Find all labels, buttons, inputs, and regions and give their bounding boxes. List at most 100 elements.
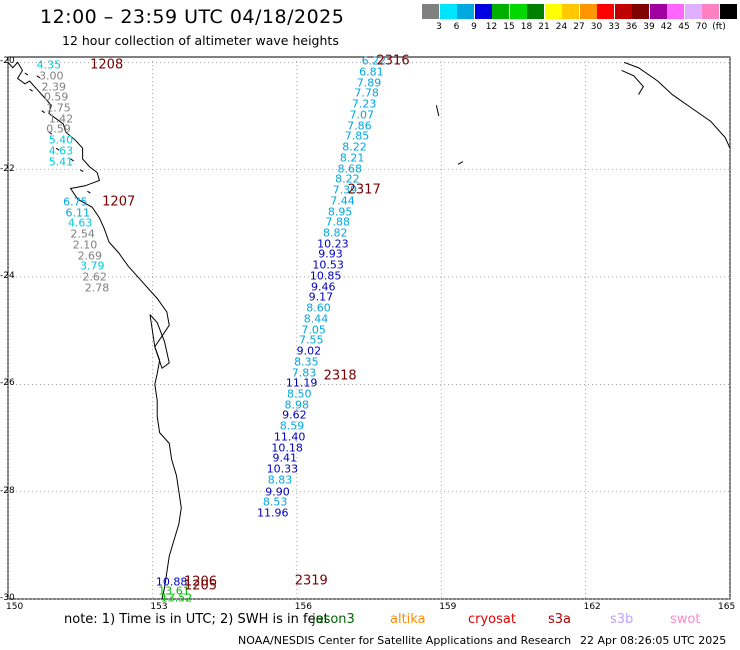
reef-fragment <box>457 161 464 165</box>
swh-value-label: 1.75 <box>46 101 71 115</box>
colorbar-swatch <box>579 4 597 19</box>
footer-credit: NOAA/NESDIS Center for Satellite Applica… <box>238 634 572 647</box>
colorbar-swatch <box>597 4 614 19</box>
colorbar-label: 12 <box>485 22 498 32</box>
fraser-island-outline <box>149 314 170 370</box>
lat-tick-label: -22 <box>0 163 15 174</box>
swh-value-label: 9.46 <box>311 280 336 294</box>
swh-value-label: 10.23 <box>317 237 349 251</box>
swh-value-label: 7.39 <box>332 183 358 197</box>
colorbar-label: 70 <box>695 22 708 32</box>
pass-time-label: 1205 <box>183 578 218 594</box>
swh-value-label: 2.69 <box>77 249 103 263</box>
colorbar-swatch <box>702 4 719 19</box>
lat-tick-label: -26 <box>0 378 15 389</box>
colorbar-label: 18 <box>520 22 533 32</box>
swh-value-label: 3.00 <box>39 69 64 83</box>
swh-value-label: 5.41 <box>48 155 74 169</box>
reef-fragment <box>55 147 60 151</box>
map-title: 12:00 – 23:59 UTC 04/18/2025 <box>40 6 345 28</box>
swh-value-label: 9.62 <box>282 408 307 422</box>
pass-time-label: 2317 <box>347 182 381 198</box>
colorbar-label: 39 <box>643 22 655 32</box>
colorbar-swatch <box>684 4 702 19</box>
swh-value-label: 2.39 <box>41 80 66 93</box>
swh-value-label: 13.61 <box>158 584 190 598</box>
lat-tick-label: -28 <box>0 485 15 496</box>
satellite-legend-altika: altika <box>390 612 426 627</box>
new-caledonia-coastline <box>623 61 731 149</box>
swh-value-label: 8.83 <box>267 473 293 487</box>
swh-value-label: 8.98 <box>284 398 310 412</box>
colorbar-label: 33 <box>608 22 620 32</box>
swh-value-label: 7.23 <box>351 97 377 111</box>
swh-value-label: 4.63 <box>67 216 93 230</box>
swh-value-label: 7.78 <box>354 86 379 100</box>
colorbar-label: 9 <box>471 22 477 32</box>
colorbar-label: 27 <box>573 22 585 32</box>
swh-value-label: 6.75 <box>63 195 88 209</box>
swh-value-label: 7.55 <box>298 333 324 347</box>
swh-value-label: 10.53 <box>312 258 344 272</box>
colorbar-swatch <box>439 4 457 19</box>
lat-tick-label: -20 <box>0 56 15 67</box>
swh-value-label: 4.35 <box>36 58 62 72</box>
swh-value-label: 9.41 <box>272 451 298 465</box>
swh-value-label: 7.85 <box>344 129 370 143</box>
reef-fragment <box>36 75 41 79</box>
lon-tick-label: 156 <box>294 602 312 612</box>
satellite-legend-swot: swot <box>670 612 701 627</box>
swh-value-label: 8.68 <box>337 162 362 176</box>
australia-coastline <box>7 61 182 600</box>
colorbar-swatch <box>562 4 579 19</box>
reef-fragment <box>41 110 45 114</box>
swh-value-label: 8.44 <box>303 312 329 326</box>
swh-value-label: 11.96 <box>256 506 289 520</box>
swh-value-label: 8.50 <box>286 387 312 401</box>
satellite-legend-s3b: s3b <box>610 612 634 627</box>
colorbar-label: 42 <box>660 22 673 32</box>
colorbar-swatch <box>422 4 439 19</box>
lon-tick-label: 150 <box>6 602 24 612</box>
colorbar-swatch <box>509 4 527 19</box>
colorbar-swatch <box>527 4 544 19</box>
swh-value-label: 9.93 <box>318 247 343 261</box>
satellite-legend-jason3: jason3 <box>312 612 355 627</box>
new-caledonia-islet <box>621 69 644 95</box>
colorbar-label: 15 <box>503 22 515 32</box>
colorbar-label: 45 <box>678 22 690 32</box>
swh-value-label: 7.44 <box>330 194 355 208</box>
satellite-legend-s3a: s3a <box>548 612 572 627</box>
satellite-legend-cryosat: cryosat <box>468 612 516 627</box>
reef-fragment <box>435 105 440 117</box>
swh-value-label: 11.19 <box>285 376 318 390</box>
swh-value-label: 6.11 <box>65 206 91 220</box>
lon-tick-label: 153 <box>150 602 168 612</box>
colorbar-label: 6 <box>453 22 460 32</box>
swh-value-label: 0.59 <box>43 90 69 104</box>
swh-value-label: 9.17 <box>308 290 334 304</box>
colorbar-label: 36 <box>625 22 638 32</box>
swh-value-label: 10.88 <box>155 575 188 589</box>
colorbar-swatch <box>457 4 474 19</box>
pass-time-label: 2319 <box>294 573 328 589</box>
lat-tick-label: -24 <box>0 271 15 282</box>
reef-fragment <box>87 190 91 194</box>
colorbar-label: 30 <box>590 22 603 32</box>
lon-tick-label: 162 <box>583 602 601 612</box>
map-subtitle: 12 hour collection of altimeter wave hei… <box>62 33 339 48</box>
swh-value-label: 10.33 <box>266 462 299 476</box>
colorbar-swatch <box>649 4 667 19</box>
colorbar-label: 3 <box>436 22 442 32</box>
colorbar-label: 24 <box>555 22 568 32</box>
swh-value-label: 13.52 <box>160 591 193 605</box>
swh-value-label: 1.42 <box>48 112 74 126</box>
lon-tick-label: 159 <box>439 602 457 612</box>
colorbar-label: 21 <box>538 22 550 32</box>
swh-value-label: 2.10 <box>72 238 98 252</box>
swh-value-label: 6.22 <box>361 54 387 68</box>
lon-tick-label: 165 <box>718 602 736 612</box>
swh-value-label: 8.35 <box>294 355 319 369</box>
swh-value-label: 7.07 <box>349 108 375 122</box>
lat-tick-label: -30 <box>0 593 15 603</box>
